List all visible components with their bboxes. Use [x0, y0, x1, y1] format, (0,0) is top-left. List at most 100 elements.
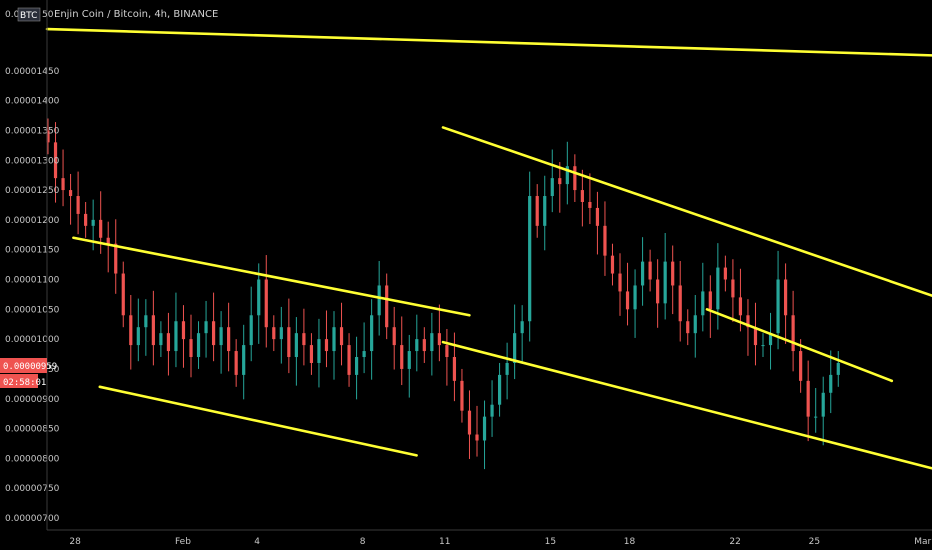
candle-body — [437, 333, 441, 346]
trendline-channel-2-upper[interactable] — [441, 126, 932, 327]
candle-body — [482, 416, 487, 441]
x-tick-label: 18 — [624, 537, 636, 547]
y-tick-label: 0.00001350 — [5, 126, 60, 136]
candle-body — [121, 273, 125, 316]
candle-body — [543, 196, 547, 226]
x-tick-label: 4 — [254, 537, 260, 547]
candle-body — [430, 333, 434, 352]
last-price-label: 0.00000959 — [3, 362, 57, 372]
candlestick-series — [46, 118, 840, 470]
y-tick-label: 0.00000800 — [5, 454, 60, 464]
y-tick-label: 0.00001300 — [5, 156, 60, 166]
candle-body — [648, 261, 652, 280]
candle-body — [746, 315, 750, 328]
y-tick-label: 0.00001000 — [5, 335, 60, 345]
candle-body — [806, 380, 810, 417]
y-tick-label: 0.00000750 — [5, 484, 60, 494]
candle-body — [339, 327, 344, 346]
trendline-channel-1-lower[interactable] — [98, 385, 418, 457]
candle-body — [385, 285, 389, 328]
symbol-badge[interactable]: 0.0 BTC 50 — [5, 7, 54, 22]
trendline-top-resistance[interactable] — [45, 27, 932, 59]
candle-body — [257, 279, 261, 316]
candle-body — [678, 285, 682, 322]
countdown-box — [0, 374, 38, 388]
candle-body — [279, 327, 283, 340]
candle-body — [452, 357, 457, 381]
candle-body — [46, 130, 50, 143]
candle-body — [219, 327, 223, 346]
trendline-short-resistance[interactable] — [705, 308, 894, 383]
candle-body — [332, 327, 336, 352]
candle-body — [264, 279, 268, 328]
candle-body — [625, 291, 630, 310]
candle-body — [731, 279, 735, 298]
y-tick-label: 0.00001100 — [5, 276, 60, 286]
trendline-channel-2-lower[interactable] — [441, 340, 932, 485]
candle-body — [174, 321, 178, 352]
last-price-badge: 0.00000959 02:58:01 — [0, 358, 57, 388]
candle-body — [354, 357, 359, 375]
candle-body — [144, 315, 148, 328]
candle-body — [580, 190, 584, 202]
candle-body — [422, 339, 426, 352]
candle-body — [76, 196, 80, 214]
candle-body — [106, 237, 110, 244]
candle-body — [829, 374, 833, 393]
x-tick-label: Mar — [914, 537, 931, 547]
x-tick-label: Feb — [175, 537, 191, 547]
candle-body — [53, 142, 58, 179]
candle-body — [84, 213, 88, 226]
candle-body — [588, 201, 592, 208]
candle-body — [377, 285, 381, 316]
countdown-label: 02:58:01 — [3, 378, 46, 388]
candle-body — [309, 345, 314, 363]
candle-body — [716, 267, 720, 310]
x-tick-label: 15 — [545, 537, 556, 547]
candle-body — [836, 362, 840, 375]
candle-body — [114, 243, 118, 274]
candle-body — [189, 339, 193, 358]
candle-body — [550, 178, 554, 197]
candle-body — [370, 315, 374, 352]
y-tick-label: 0.00000900 — [5, 395, 60, 405]
time-axis[interactable]: 28Feb481115182225Mar4 — [47, 529, 932, 547]
trendline-layer[interactable] — [45, 27, 932, 485]
candle-body — [565, 166, 569, 185]
symbol-badge-box — [17, 7, 41, 22]
last-price-box — [0, 358, 47, 373]
candle-body — [68, 190, 73, 197]
candle-body — [407, 351, 411, 369]
candle-body — [558, 178, 562, 185]
candle-body — [671, 261, 675, 286]
candle-body — [249, 315, 253, 346]
candle-body — [610, 255, 615, 274]
candle-body — [99, 219, 103, 238]
candle-body — [287, 327, 291, 358]
candle-body — [528, 196, 532, 322]
candle-body — [761, 345, 765, 347]
candle-body — [242, 345, 246, 375]
candle-body — [467, 410, 472, 435]
x-tick-label: 25 — [809, 537, 820, 547]
candle-body — [227, 327, 231, 352]
chart-title: Enjin Coin / Bitcoin, 4h, BINANCE — [54, 9, 218, 20]
y-tick-label: 0.00001450 — [5, 67, 60, 77]
candle-body — [595, 207, 600, 226]
top-price-partial: 0.0 — [5, 10, 20, 20]
candle-body — [317, 339, 321, 363]
candle-body — [460, 380, 464, 411]
y-tick-label: 0.00001250 — [5, 186, 60, 196]
candle-body — [633, 285, 637, 310]
candle-body — [738, 297, 743, 316]
candle-body — [445, 345, 449, 358]
trendline-channel-1-upper[interactable] — [72, 236, 471, 317]
candle-body — [656, 279, 660, 304]
candle-body — [159, 333, 163, 346]
candle-body — [362, 351, 366, 358]
candle-body — [302, 333, 306, 346]
candle-body — [776, 279, 780, 334]
candle-body — [294, 333, 298, 358]
candle-body — [618, 273, 622, 292]
